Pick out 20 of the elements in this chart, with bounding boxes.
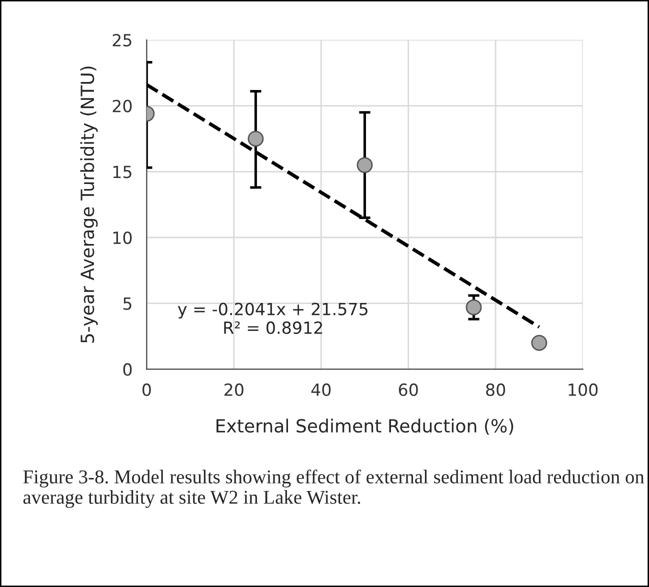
- x-tick-label: 100: [568, 383, 598, 396]
- y-axis-title: 5-year Average Turbidity (NTU): [80, 66, 98, 343]
- point: [248, 130, 264, 147]
- annotation: y = -0.2041x + 21.575 R² = 0.8912: [178, 302, 368, 334]
- y-tick-label: 25: [112, 34, 132, 46]
- x-tick-label: 60: [398, 383, 418, 396]
- x-tick-label: 80: [486, 383, 506, 396]
- y-tick-label: 0: [123, 363, 132, 376]
- x-tick-label: 20: [224, 383, 244, 396]
- y-tick-label: 15: [113, 166, 132, 178]
- point: [466, 299, 482, 316]
- point: [531, 334, 548, 351]
- y-tick-label: 10: [113, 231, 132, 244]
- caption: Figure 3-8. Model results showing effect of external sediment load reduction on average turbidity at site W2 in Lake Wister.: [23, 470, 644, 508]
- x-axis-title: External Sediment Reduction (%): [216, 418, 514, 435]
- y-tick-label: 5: [123, 298, 132, 310]
- x-tick-label: 40: [311, 383, 331, 396]
- y-tick-label: 20: [112, 100, 132, 112]
- point: [356, 157, 373, 174]
- x-tick-label: 0: [142, 383, 151, 396]
